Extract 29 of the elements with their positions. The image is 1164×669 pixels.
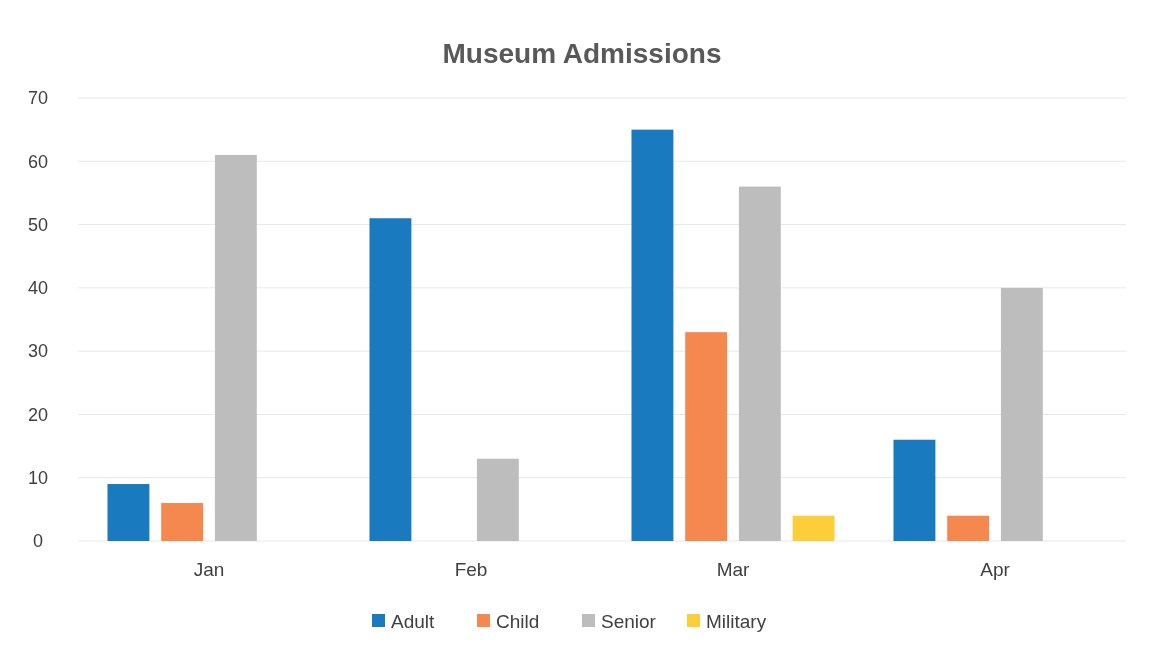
y-tick-label: 40 [27,278,49,299]
bar [214,154,257,541]
y-tick-label: 60 [27,151,49,172]
x-tick-label: Apr [980,559,1011,580]
bar [161,503,204,541]
y-tick-label: 50 [27,214,49,235]
chart-title: Museum Admissions [442,38,722,69]
y-tick-label: 10 [27,468,49,489]
bar [476,458,519,541]
legend-label: Adult [391,610,436,632]
bar [893,439,936,541]
y-tick-label: 20 [27,404,49,425]
x-tick-label: Mar [716,559,751,580]
bar [947,515,990,541]
x-tick-label: Feb [454,559,488,580]
bar [631,129,674,541]
bar [369,218,412,541]
y-tick-label: 30 [27,341,49,362]
x-tick-label: Jan [193,559,225,580]
legend-label: Senior [601,610,657,632]
bar [685,332,728,541]
y-tick-label: 0 [32,531,44,552]
legend-label: Child [496,610,540,632]
bar [738,186,781,541]
legend-label: Military [706,610,767,632]
bar [792,515,835,541]
bar [107,484,150,541]
bar [1000,287,1043,541]
y-tick-label: 70 [27,88,49,109]
